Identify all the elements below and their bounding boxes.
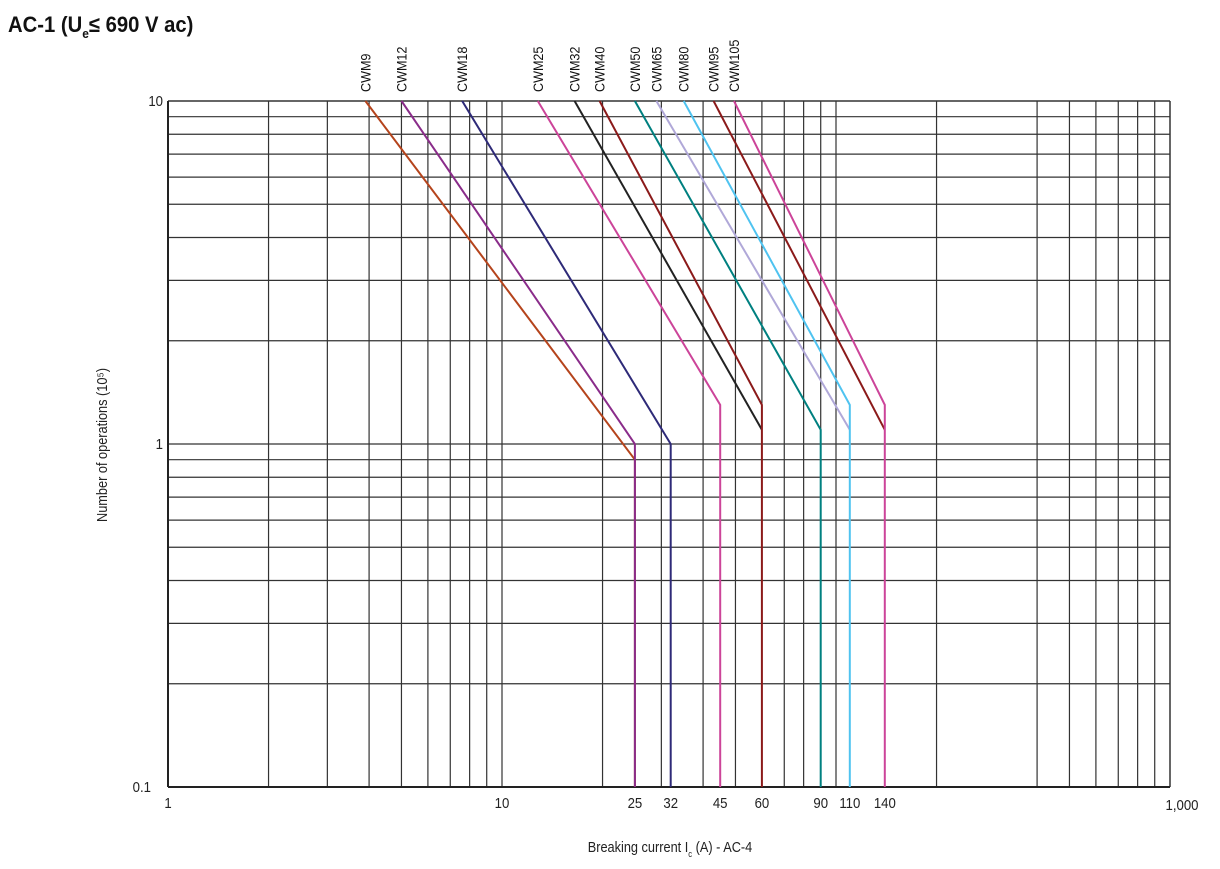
x-tick-label: 32 xyxy=(663,794,678,811)
series-line-cwm50 xyxy=(634,100,822,787)
y-tick-label: 0.1 xyxy=(133,778,151,795)
series-label-cwm32: CWM32 xyxy=(567,47,583,92)
title-subscript: e xyxy=(82,26,89,41)
y-tick-label: 10 xyxy=(148,92,163,109)
series-label-cwm40: CWM40 xyxy=(592,47,608,92)
title-text-suffix: ≤ 690 V ac) xyxy=(88,12,194,37)
series-labels: CWM9 CWM12 CWM18 CWM25 CWM32 CWM40 CWM50 CWM65 C… xyxy=(358,40,742,92)
series-label-cwm25: CWM25 xyxy=(530,47,546,92)
series-line-cwm25 xyxy=(536,100,722,787)
x-tick-label: 90 xyxy=(813,794,828,811)
series-line-cwm95 xyxy=(712,100,886,431)
series-line-cwm80 xyxy=(682,100,851,787)
series-lines xyxy=(364,100,886,787)
y-axis-label: Number of operations (10⁵) xyxy=(93,368,110,522)
x-tick-label: 140 xyxy=(874,794,896,811)
x-tick-label: 1 xyxy=(164,794,171,811)
x-tick-label: 1,000 xyxy=(1166,796,1199,813)
series-label-cwm18: CWM18 xyxy=(455,47,471,92)
x-tick-label: 45 xyxy=(713,794,728,811)
series-line-cwm18 xyxy=(461,100,672,787)
series-line-cwm40 xyxy=(598,100,763,787)
title-text: AC-1 (U xyxy=(8,12,83,37)
x-tick-label: 110 xyxy=(839,794,860,811)
series-line-cwm32 xyxy=(573,100,763,431)
x-tick-label: 10 xyxy=(495,794,510,811)
x-tick-label: 25 xyxy=(628,794,643,811)
series-label-cwm9: CWM9 xyxy=(358,54,374,92)
series-line-cwm12 xyxy=(400,100,636,787)
series-label-cwm95: CWM95 xyxy=(706,47,722,92)
grid xyxy=(167,100,1171,788)
series-label-cwm65: CWM65 xyxy=(649,47,665,92)
series-label-cwm105: CWM105 xyxy=(726,40,742,92)
series-label-cwm50: CWM50 xyxy=(627,47,643,92)
chart-title: AC-1 (Ue≤ 690 V ac) xyxy=(8,12,193,41)
x-axis-label: Breaking current Ic (A) - AC-4 xyxy=(588,838,753,859)
x-tick-label: 60 xyxy=(755,794,770,811)
series-label-cwm12: CWM12 xyxy=(394,47,410,92)
series-line-cwm105 xyxy=(733,100,886,787)
series-line-cwm65 xyxy=(655,100,851,431)
series-label-cwm80: CWM80 xyxy=(676,47,692,92)
y-tick-label: 1 xyxy=(156,435,163,452)
